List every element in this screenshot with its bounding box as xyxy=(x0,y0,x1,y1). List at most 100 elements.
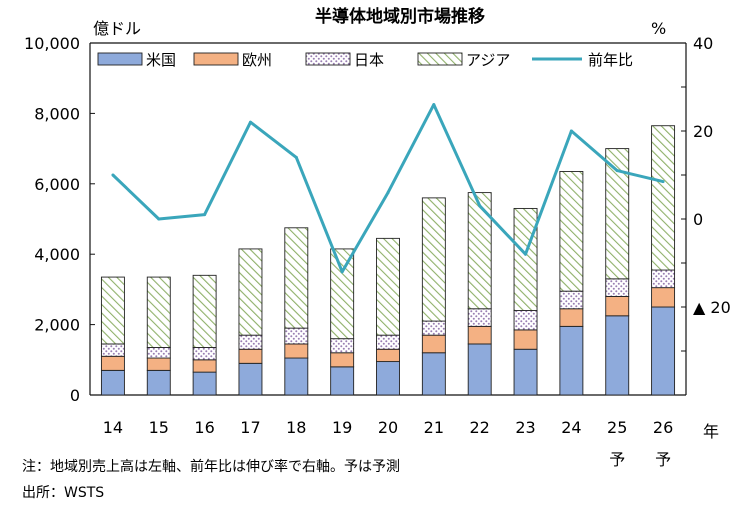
bar-segment-欧州 xyxy=(100,355,125,371)
bar-segment-アジア xyxy=(513,207,538,311)
bar-segment-米国 xyxy=(513,348,538,396)
x-tick-label: 17 xyxy=(240,418,260,437)
bar-segment-日本 xyxy=(100,343,125,357)
legend-swatch-欧州 xyxy=(193,52,239,66)
bar-segment-日本 xyxy=(146,347,171,359)
bar-segment-アジア xyxy=(651,125,676,271)
line-point-前年比 xyxy=(524,252,528,256)
bar-segment-欧州 xyxy=(651,287,676,308)
bar-segment-アジア xyxy=(330,248,355,340)
right-axis-unit: % xyxy=(651,19,666,38)
bar-segment-日本 xyxy=(605,278,630,297)
bar-segment-欧州 xyxy=(192,359,217,373)
right-axis-ticks: 40 20 0 ▲ 20 xyxy=(681,34,731,396)
bar-segment-アジア xyxy=(284,227,309,329)
bar-segment-日本 xyxy=(513,310,538,331)
bar-segment-日本 xyxy=(421,320,446,336)
bar-segment-欧州 xyxy=(605,295,630,317)
legend-label-日本: 日本 xyxy=(354,51,384,69)
bar-segment-米国 xyxy=(376,361,400,396)
legend-swatch-米国 xyxy=(97,52,143,66)
bar-segment-米国 xyxy=(192,371,217,396)
bar-segment-欧州 xyxy=(376,348,400,363)
legend: 米国 欧州 日本 アジア 前年比 xyxy=(97,51,633,69)
x-axis-labels: 14 15 16 17 18 19 20 21 22 23 24 25 予 26 予 xyxy=(103,418,674,469)
line-point-前年比 xyxy=(203,213,207,217)
line-point-前年比 xyxy=(386,191,390,195)
left-axis-unit: 億ドル xyxy=(93,19,141,38)
x-tick-label: 19 xyxy=(332,418,352,437)
left-tick-label: 8,000 xyxy=(34,104,80,123)
bar-segment-日本 xyxy=(284,327,309,345)
bar-segment-日本 xyxy=(376,334,400,350)
x-tick-label: 25 xyxy=(607,418,627,437)
line-point-前年比 xyxy=(661,180,665,184)
bar-segment-米国 xyxy=(238,362,263,396)
right-tick-label: 20 xyxy=(693,122,713,141)
bar-segment-米国 xyxy=(651,306,676,396)
legend-swatch-アジア xyxy=(417,52,463,66)
left-tick-label: 4,000 xyxy=(34,245,80,264)
chart-title: 半導体地域別市場推移 xyxy=(315,6,485,27)
bar-segment-米国 xyxy=(559,325,584,396)
legend-label-米国: 米国 xyxy=(146,51,176,69)
bar-segment-日本 xyxy=(559,290,584,310)
bar-segment-アジア xyxy=(376,237,400,336)
bar-segment-アジア xyxy=(421,197,446,322)
right-tick-label: ▲ 20 xyxy=(693,298,731,317)
bar-segment-米国 xyxy=(467,343,492,396)
bar-segment-アジア xyxy=(467,192,492,310)
bar-segment-米国 xyxy=(100,369,125,396)
bar-segment-日本 xyxy=(651,269,676,289)
x-axis-unit: 年 xyxy=(703,422,719,441)
line-point-前年比 xyxy=(340,270,344,274)
bar-segment-日本 xyxy=(238,334,263,350)
bar-segment-日本 xyxy=(192,347,217,361)
bar-segment-欧州 xyxy=(284,343,309,359)
bar-segment-欧州 xyxy=(421,334,446,354)
x-tick-label: 24 xyxy=(561,418,581,437)
legend-label-欧州: 欧州 xyxy=(242,51,272,69)
x-tick-label: 23 xyxy=(515,418,535,437)
bar-segment-アジア xyxy=(100,276,125,345)
line-point-前年比 xyxy=(615,169,619,173)
note-text: 注：地域別売上高は左軸、前年比は伸び率で右軸。予は予測 xyxy=(22,458,400,475)
left-tick-label: 10,000 xyxy=(24,34,80,53)
yoy-line-series xyxy=(111,103,665,274)
line-point-前年比 xyxy=(432,103,436,107)
bar-segment-米国 xyxy=(284,357,309,396)
bar-segment-欧州 xyxy=(467,325,492,345)
left-tick-label: 6,000 xyxy=(34,175,80,194)
bar-segment-日本 xyxy=(330,338,355,354)
bar-segment-日本 xyxy=(467,308,492,327)
bar-segment-欧州 xyxy=(559,308,584,327)
line-point-前年比 xyxy=(478,204,482,208)
bar-segment-アジア xyxy=(238,248,263,336)
line-point-前年比 xyxy=(157,217,161,221)
x-tick-label: 14 xyxy=(103,418,123,437)
x-tick-label: 26 xyxy=(653,418,673,437)
x-tick-label: 21 xyxy=(424,418,444,437)
bar-segment-欧州 xyxy=(330,352,355,368)
right-tick-label: 40 xyxy=(693,34,713,53)
left-tick-label: 2,000 xyxy=(34,316,80,335)
legend-label-アジア: アジア xyxy=(466,51,510,69)
bar-segment-米国 xyxy=(146,369,171,396)
bar-segment-欧州 xyxy=(513,329,538,350)
legend-label-前年比: 前年比 xyxy=(588,51,633,69)
bar-segment-欧州 xyxy=(146,357,171,371)
bar-segment-米国 xyxy=(421,352,446,396)
line-point-前年比 xyxy=(111,173,115,177)
x-tick-label: 22 xyxy=(470,418,490,437)
right-tick-label: 0 xyxy=(693,210,703,229)
bar-segment-アジア xyxy=(146,276,171,348)
x-tick-sublabel: 予 xyxy=(609,450,625,469)
x-tick-label: 15 xyxy=(149,418,169,437)
bar-segment-アジア xyxy=(559,171,584,292)
x-tick-sublabel: 予 xyxy=(655,450,671,469)
bar-segment-米国 xyxy=(605,315,630,396)
bar-segment-アジア xyxy=(605,148,630,280)
stacked-bars xyxy=(100,125,676,396)
line-point-前年比 xyxy=(569,129,573,133)
x-tick-label: 18 xyxy=(286,418,306,437)
